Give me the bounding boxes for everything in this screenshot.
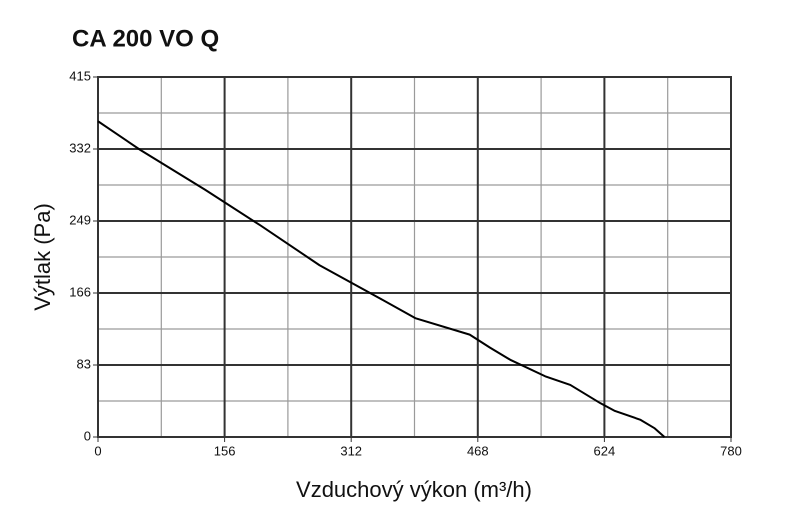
y-tick-label: 166: [69, 284, 91, 299]
y-axis-label: Výtlak (Pa): [30, 203, 55, 311]
plot-frame: [97, 76, 732, 438]
x-tick-label: 0: [94, 443, 101, 458]
x-tick-label: 156: [214, 443, 236, 458]
y-tick-label: 415: [69, 68, 91, 83]
x-tick-label: 780: [720, 443, 742, 458]
y-tick-label: 249: [69, 212, 91, 227]
x-axis-label: Vzduchový výkon (m³/h): [296, 477, 532, 502]
x-tick-label: 468: [467, 443, 489, 458]
chart-title: CA 200 VO Q: [72, 25, 219, 52]
x-tick-label: 624: [594, 443, 616, 458]
x-tick-label: 312: [340, 443, 362, 458]
y-tick-label: 0: [84, 428, 91, 443]
y-tick-label: 83: [77, 356, 91, 371]
y-tick-label: 332: [69, 140, 91, 155]
curve: [97, 120, 666, 438]
